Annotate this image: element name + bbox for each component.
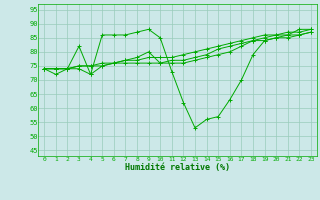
X-axis label: Humidité relative (%): Humidité relative (%): [125, 163, 230, 172]
